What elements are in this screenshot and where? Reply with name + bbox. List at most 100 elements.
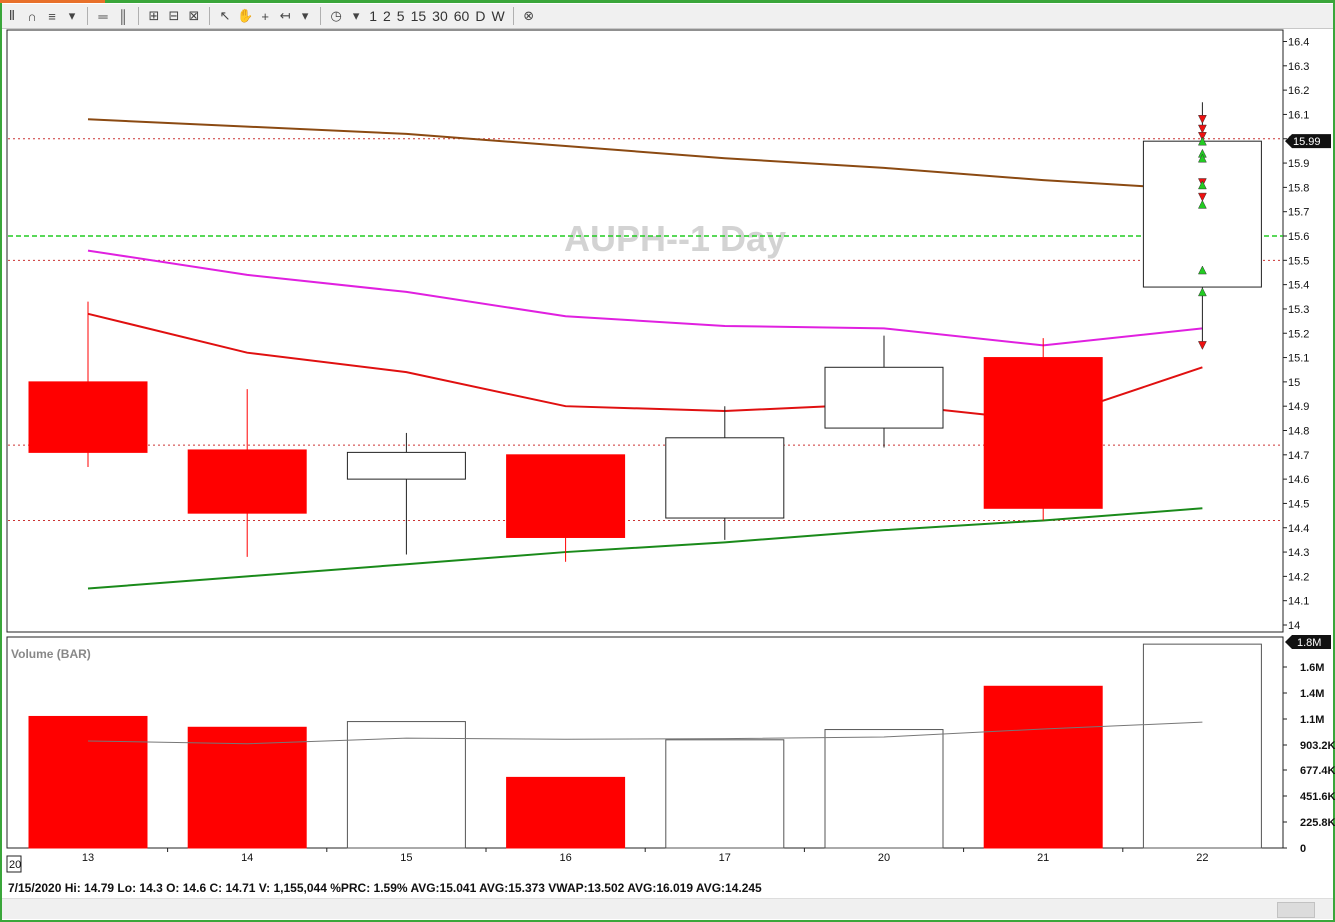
candle-body (983, 357, 1103, 509)
y-tick-label: 14.4 (1288, 523, 1309, 535)
candles-icon[interactable]: Ⅱ (8, 8, 16, 23)
x-tick-label: 15 (400, 852, 412, 864)
chart-toolbar: Ⅱ ∩ ≡ ▾ ═ ║ ⊞ ⊟ ⊠ ↖ ✋ + ↤ ▾ ◷ ▾ 1 2 5 15… (2, 4, 1333, 29)
y-tick-label: 14.1 (1288, 596, 1309, 608)
crosshair-icon[interactable]: + (261, 8, 269, 24)
scrollbar-thumb[interactable] (1277, 902, 1315, 918)
toolbar-separator (512, 7, 514, 25)
window-frame-accent (0, 0, 105, 3)
pointer-icon[interactable]: ↖ (219, 8, 231, 23)
x-tick-label: 16 (559, 852, 571, 864)
window-frame-top (0, 0, 1335, 3)
moving-average-line (87, 118, 1203, 191)
timeframe-weekly[interactable]: W (491, 8, 505, 24)
dropdown-arrow-icon[interactable]: ▾ (68, 8, 76, 23)
timeframe-15[interactable]: 15 (410, 8, 427, 24)
timeframe-5[interactable]: 5 (396, 8, 405, 24)
moving-average-line (87, 249, 1203, 347)
grid-icon[interactable]: ⊞ (148, 8, 160, 23)
y-tick-label: 16.4 (1288, 37, 1309, 49)
y-tick-label: 14.2 (1288, 571, 1309, 583)
candle-body (824, 366, 944, 429)
timeframe-1[interactable]: 1 (369, 8, 377, 24)
y-tick-label: 16.2 (1288, 85, 1309, 97)
hand-icon[interactable]: ✋ (237, 8, 254, 23)
layout-icon[interactable]: ⊟ (168, 8, 180, 23)
dropdown-arrow-icon[interactable]: ▾ (352, 8, 360, 23)
y-tick-label: 15 (1288, 377, 1300, 389)
timeframe-daily[interactable]: D (475, 8, 486, 24)
x-tick-label: 13 (82, 852, 94, 864)
trade-marker (1197, 192, 1207, 202)
window-frame-right (1333, 3, 1335, 922)
volume-last-label: 1.8M (1297, 637, 1321, 649)
candle-body (665, 437, 785, 519)
y-tick-label: 15.3 (1288, 304, 1309, 316)
volume-tick-label: 677.4K (1300, 765, 1335, 777)
vlines-icon[interactable]: ║ (118, 8, 128, 24)
trade-marker (1197, 265, 1207, 275)
volume-bar (506, 776, 626, 849)
candle-body (1142, 140, 1262, 288)
volume-tick-label: 0 (1300, 843, 1306, 855)
x-tick-label: 21 (1037, 852, 1049, 864)
trade-marker (1197, 132, 1207, 141)
trade-marker (1197, 341, 1207, 350)
trade-marker (1197, 287, 1207, 297)
last-price-tag (1285, 134, 1331, 149)
last-price-label: 15.99 (1293, 136, 1321, 148)
volume-bar (187, 726, 307, 849)
y-tick-label: 16.3 (1288, 61, 1309, 73)
volume-tick-label: 1.4M (1300, 688, 1324, 700)
close-circle-icon[interactable]: ⊗ (523, 8, 535, 23)
y-tick-label: 15.2 (1288, 328, 1309, 340)
volume-tick-label: 225.8K (1300, 817, 1335, 829)
clock-icon[interactable]: ◷ (330, 8, 342, 23)
volume-tick-label: 903.2K (1300, 740, 1335, 752)
volume-bar (983, 685, 1103, 849)
y-tick-label: 15.4 (1288, 280, 1309, 292)
y-tick-label: 14.3 (1288, 547, 1309, 559)
y-tick-label: 15.6 (1288, 231, 1309, 243)
status-readout: 7/15/2020 Hi: 14.79 Lo: 14.3 O: 14.6 C: … (8, 881, 762, 895)
x-scroll-label: 20 (9, 859, 21, 871)
trade-marker (1197, 136, 1207, 146)
volume-average-line (87, 721, 1203, 745)
volume-bar (824, 729, 944, 849)
candle-body (187, 449, 307, 514)
toolbar-separator (138, 7, 139, 25)
y-tick-label: 14.7 (1288, 450, 1309, 462)
volume-tick-label: 1.1M (1300, 714, 1324, 726)
volume-bar (1142, 643, 1262, 849)
timeframe-30[interactable]: 30 (432, 8, 448, 24)
window-frame-left (0, 3, 2, 922)
toolbar-separator (320, 7, 322, 25)
x-tick-label: 14 (241, 852, 253, 864)
window-frame-bottom (0, 920, 1335, 922)
volume-bar (28, 715, 148, 849)
candle-body (346, 451, 466, 480)
volume-tick-label: 1.6M (1300, 662, 1324, 674)
y-tick-label: 15.5 (1288, 255, 1309, 267)
dropdown-arrow-icon[interactable]: ▾ (301, 8, 309, 23)
x-tick-label: 22 (1196, 852, 1208, 864)
lines-icon[interactable]: ≡ (48, 8, 56, 24)
zoom-icon[interactable]: ∩ (27, 8, 37, 24)
volume-tick-label: 451.6K (1300, 791, 1335, 803)
x-tick-label: 20 (878, 852, 890, 864)
x-tick-label: 17 (719, 852, 731, 864)
hlines-icon[interactable]: ═ (98, 8, 108, 24)
volume-title: Volume (BAR) (11, 647, 91, 661)
horizontal-scrollbar[interactable] (2, 898, 1333, 919)
price-panel (6, 29, 1284, 633)
expand-icon[interactable]: ⊠ (188, 8, 200, 23)
timeframe-60[interactable]: 60 (453, 8, 470, 24)
y-tick-label: 14.9 (1288, 401, 1309, 413)
trade-marker (1197, 124, 1207, 134)
trade-marker (1197, 153, 1207, 163)
trade-marker (1197, 199, 1207, 209)
timeframe-2[interactable]: 2 (382, 8, 391, 24)
measure-icon[interactable]: ↤ (279, 8, 291, 23)
toolbar-separator (209, 7, 210, 25)
